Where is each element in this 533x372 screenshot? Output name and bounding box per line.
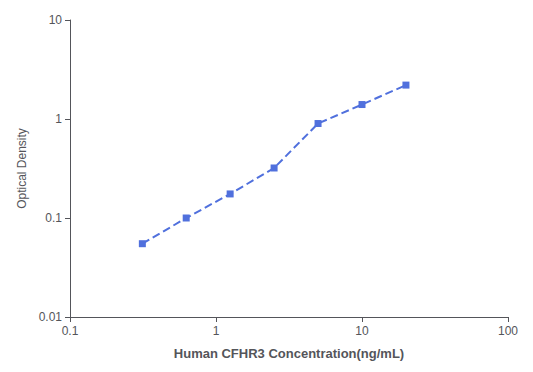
svg-text:0.1: 0.1 — [62, 324, 79, 338]
svg-text:0.01: 0.01 — [39, 310, 63, 324]
svg-text:10: 10 — [49, 13, 63, 27]
svg-text:1: 1 — [55, 112, 62, 126]
svg-text:100: 100 — [498, 324, 518, 338]
svg-text:Human CFHR3 Concentration(ng/m: Human CFHR3 Concentration(ng/mL) — [174, 346, 404, 361]
svg-text:0.1: 0.1 — [45, 211, 62, 225]
svg-text:10: 10 — [355, 324, 369, 338]
svg-text:1: 1 — [213, 324, 220, 338]
svg-text:Optical Density: Optical Density — [15, 128, 29, 209]
